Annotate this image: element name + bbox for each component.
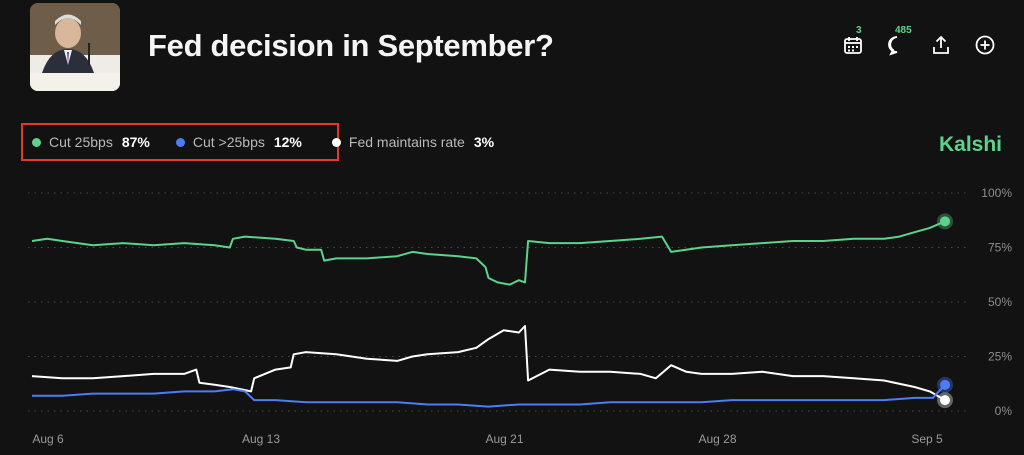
speaker-photo-icon: [30, 3, 120, 91]
calendar-icon: [844, 37, 862, 54]
plus-circle-icon: [975, 35, 995, 55]
page-title: Fed decision in September?: [148, 28, 554, 63]
legend-item-cut-25bps[interactable]: Cut 25bps 87%: [32, 134, 150, 150]
endpoint-marker[interactable]: [940, 379, 950, 390]
legend-item-fed-maintains[interactable]: Fed maintains rate 3%: [331, 134, 495, 150]
x-tick-label: Aug 21: [485, 432, 523, 446]
x-tick-label: Aug 13: [242, 432, 280, 446]
series-line-cut-25bps: [31, 220, 946, 286]
endpoint-marker[interactable]: [940, 216, 950, 227]
share-icon: [933, 35, 949, 54]
legend-label: Fed maintains rate: [348, 134, 465, 150]
comment-icon: [888, 36, 898, 56]
share-button[interactable]: [930, 34, 952, 56]
legend-dot-green: [32, 137, 41, 147]
x-tick-label: Aug 28: [699, 432, 737, 446]
header-actions: 3 485: [842, 25, 996, 56]
y-tick-label: 50%: [988, 295, 1012, 309]
market-thumbnail: [30, 3, 120, 91]
legend-dot-blue: [175, 137, 185, 147]
legend-label: Cut >25bps: [192, 134, 265, 150]
y-tick-label: 25%: [988, 350, 1012, 364]
legend-item-cut-over-25bps[interactable]: Cut >25bps 12%: [175, 134, 302, 150]
legend-label: Cut 25bps: [49, 134, 113, 150]
add-button[interactable]: [974, 34, 996, 56]
chart-legend: Cut 25bps 87% Cut >25bps 12% Fed maintai…: [32, 134, 520, 150]
series-line-fed-maintains-rate: [31, 325, 946, 401]
probability-chart: 100% 75% 50% 25% 0% Aug 6 Aug 13 Aug 21 Aug 28 Se…: [28, 186, 1013, 446]
calendar-badge: 3: [856, 25, 862, 36]
calendar-button[interactable]: 3: [842, 25, 864, 56]
y-tick-label: 100%: [981, 186, 1012, 200]
legend-pct: 87%: [121, 134, 150, 150]
legend-pct: 3%: [473, 134, 495, 150]
comments-badge: 485: [895, 25, 912, 36]
y-tick-label: 75%: [988, 241, 1012, 255]
endpoint-marker[interactable]: [940, 395, 950, 406]
y-tick-label: 0%: [995, 404, 1013, 418]
legend-pct: 12%: [273, 134, 302, 150]
x-tick-label: Aug 6: [32, 432, 64, 446]
comments-button[interactable]: 485: [886, 25, 912, 56]
series-line-cut-25bps: [32, 384, 946, 408]
brand-logo: Kalshi: [938, 133, 1002, 156]
legend-dot-white: [331, 137, 341, 147]
x-tick-label: Sep 5: [911, 432, 943, 446]
